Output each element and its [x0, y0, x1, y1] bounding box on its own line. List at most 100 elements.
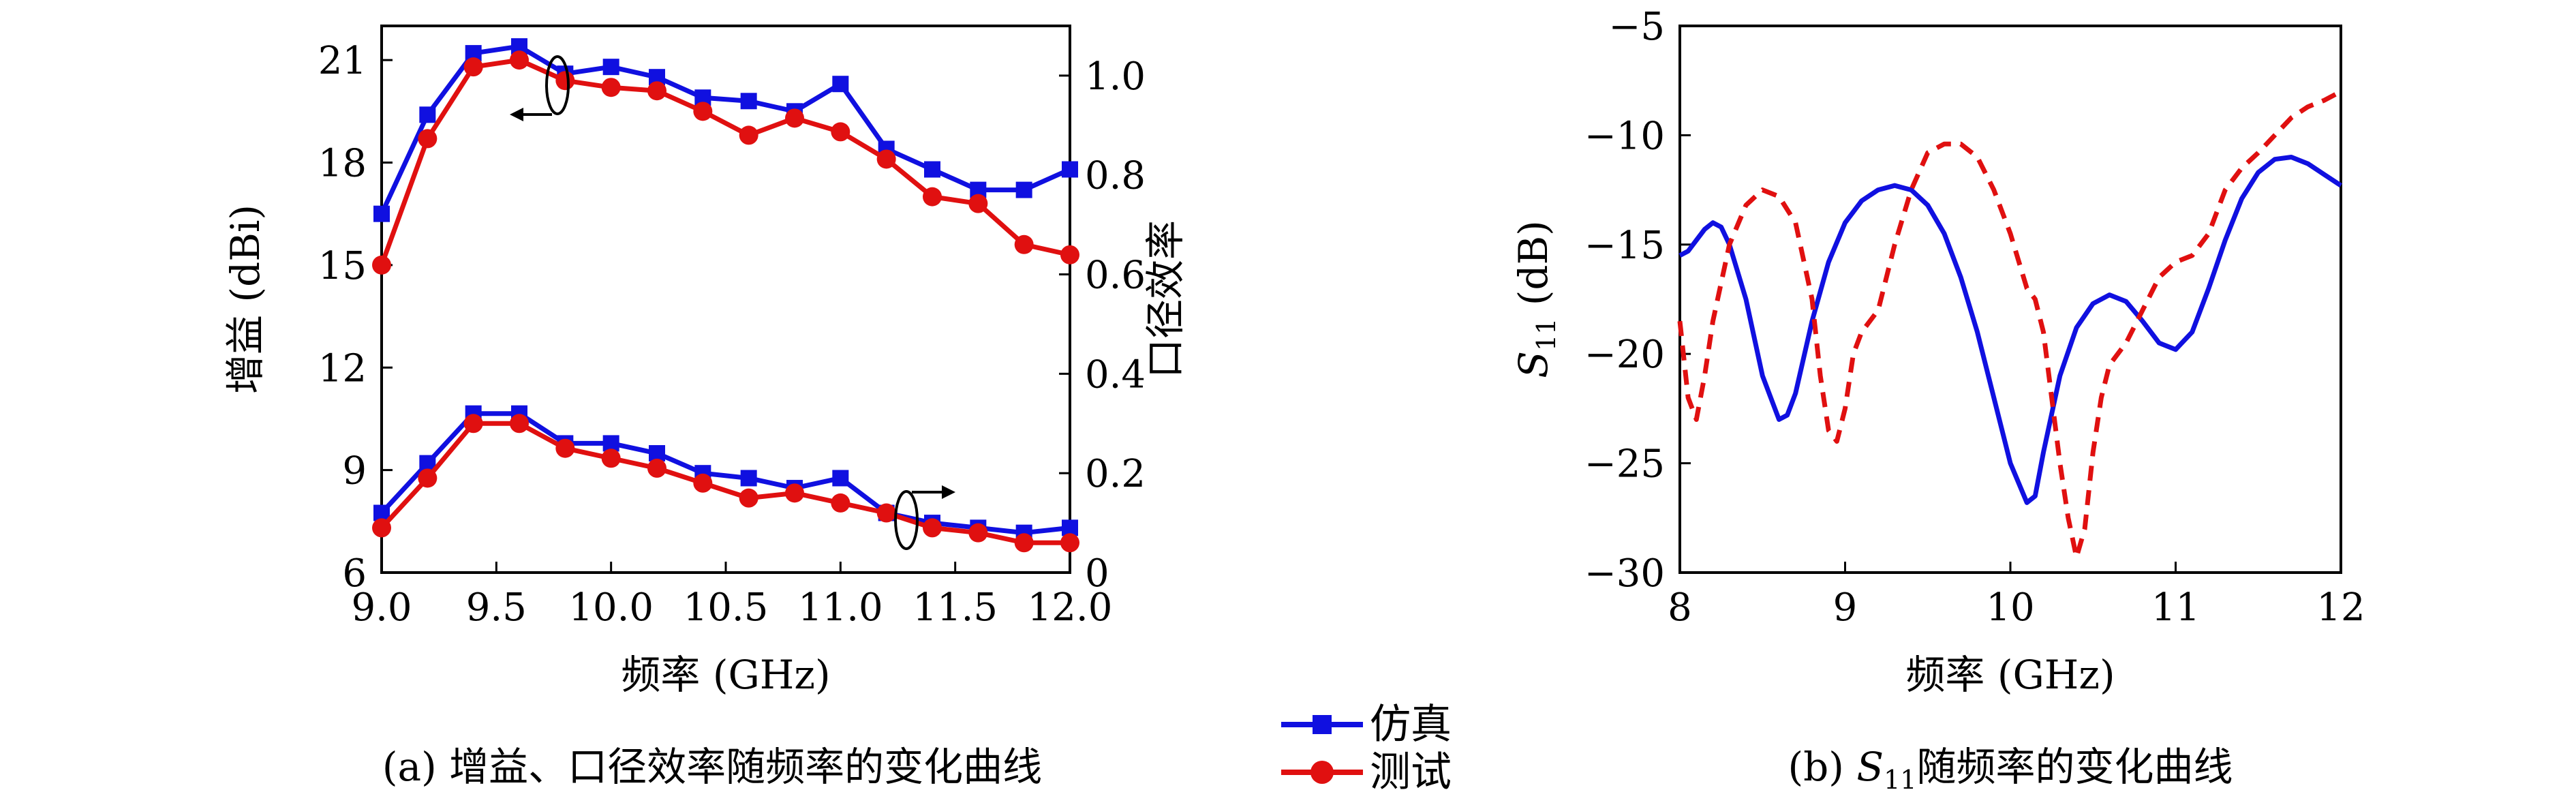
panel-a-y2-tick-label: 0.2 — [1085, 452, 1146, 496]
panel-b-plot-frame — [1678, 25, 2342, 574]
panel-a-series-line-3 — [380, 421, 1070, 545]
legend-item-measured: 测试 — [1281, 748, 1452, 796]
panel-b-series-line-0 — [1678, 154, 2342, 505]
panel-b-y-tick-label: −25 — [1584, 442, 1665, 487]
panel-a-point — [602, 59, 619, 76]
panel-a-point — [924, 161, 940, 178]
panel-a-point — [418, 468, 438, 488]
panel-b-caption: (b) S11随频率的变化曲线 — [1788, 744, 2233, 795]
panel-a-point — [463, 57, 483, 77]
panel-a-point — [876, 149, 896, 169]
panel-a-series-line-2 — [380, 411, 1071, 536]
panel-b-xlabel: 频率 (GHz) — [1905, 652, 2115, 698]
panel-a-y-tick-label: 18 — [318, 142, 367, 186]
panel-b-series — [1677, 89, 2342, 560]
panel-a-point — [510, 414, 529, 434]
panel-b-y-tick-label: −15 — [1584, 224, 1665, 268]
panel-a-point — [373, 205, 390, 222]
legend: 仿真 测试 — [1281, 701, 1452, 796]
panel-a-point — [785, 108, 804, 128]
panel-a-y2label: 口径效率 — [1142, 220, 1189, 378]
panel-a-point — [693, 102, 713, 121]
panel-a-point — [876, 503, 896, 523]
panel-a-series — [372, 38, 1079, 553]
panel-a-y-tick-label: 12 — [318, 346, 367, 391]
panel-a-y2-tick-label: 0.4 — [1085, 352, 1146, 397]
panel-b-x-tick-label: 11 — [2151, 586, 2200, 630]
panel-a-point — [923, 518, 942, 538]
panel-b-series-line-1 — [1677, 89, 2342, 560]
panel-b-chart: 8 9 10 11 12 −5 −10 −15 −20 −25 −30 S11 (dB) 频率 (G… — [1510, 5, 2365, 795]
panel-a-point — [1015, 181, 1032, 198]
panel-a-point — [511, 38, 527, 55]
panel-b-x-tick-label: 9 — [1833, 586, 1858, 630]
panel-a-point — [1062, 161, 1078, 178]
panel-a-point — [555, 71, 575, 91]
panel-a-xlabel: 频率 (GHz) — [621, 652, 830, 698]
left-axis-indicator — [510, 55, 570, 121]
panel-a-point — [740, 470, 757, 487]
panel-a-point — [968, 194, 988, 213]
panel-a-point — [923, 187, 942, 207]
panel-a-point — [647, 458, 666, 478]
panel-a-series-line-0 — [379, 44, 1071, 215]
panel-b-x-tick-label: 8 — [1668, 586, 1692, 630]
panel-a-point — [693, 473, 713, 493]
panel-a-ylabel: 增益 (dBi) — [222, 204, 269, 394]
panel-a-y-tick-label: 15 — [318, 244, 367, 288]
panel-b-x-tick-label: 12 — [2316, 586, 2365, 630]
panel-a-point — [510, 50, 529, 70]
legend-label-simulation: 仿真 — [1370, 701, 1452, 748]
panel-b-y-tick-label: −5 — [1608, 5, 1665, 49]
panel-a-point — [740, 93, 757, 110]
panel-a-point — [831, 122, 850, 142]
panel-a-x-tick-label: 9.0 — [351, 586, 412, 630]
panel-b-ylabel: S11 (dB) — [1510, 220, 1561, 378]
panel-a-point — [1060, 533, 1079, 553]
panel-a-point — [463, 414, 483, 434]
panel-a-x-tick-label: 9.5 — [466, 586, 527, 630]
panel-a-point — [968, 523, 988, 543]
legend-label-measured: 测试 — [1370, 748, 1452, 796]
panel-a-y2-tick-label: 0.6 — [1085, 254, 1146, 298]
panel-a-point — [372, 255, 391, 275]
panel-a-point — [832, 470, 849, 487]
panel-a-point — [785, 483, 804, 503]
panel-a-point — [419, 106, 436, 123]
panel-a-caption: (a) 增益、口径效率随频率的变化曲线 — [382, 744, 1042, 790]
panel-a-point — [601, 78, 621, 97]
panel-a-y-tick-label: 9 — [342, 449, 367, 493]
panel-b-x-tick-label: 10 — [1986, 586, 2034, 630]
panel-a-y2-tick-label: 1.0 — [1085, 55, 1146, 99]
panel-a-point — [372, 518, 391, 538]
panel-a-point — [1014, 533, 1034, 553]
panel-a-point — [694, 89, 711, 106]
panel-a-x-tick-label: 11.5 — [913, 586, 998, 630]
panel-b-y-tick-label: −10 — [1584, 114, 1665, 158]
panel-b-y-tick-label: −30 — [1584, 551, 1665, 596]
panel-b-y-tick-label: −20 — [1584, 333, 1665, 377]
panel-a-point — [601, 449, 621, 468]
panel-a-y2-tick-label: 0 — [1085, 551, 1109, 596]
panel-a-x-tick-label: 10.5 — [684, 586, 769, 630]
panel-a-point — [647, 81, 666, 101]
panel-a-y-tick-label: 21 — [318, 39, 367, 83]
panel-a-x-tick-label: 11.0 — [798, 586, 883, 630]
panel-b-ticks: 8 9 10 11 12 −5 −10 −15 −20 −25 −30 — [1584, 5, 2365, 630]
panel-a-ticks: 9.0 9.5 10.0 10.5 11.0 11.5 12.0 6 9 12 15 18 21 0 0.2… — [318, 39, 1146, 630]
panel-a-point — [831, 493, 850, 513]
panel-a-x-tick-label: 10.0 — [568, 586, 654, 630]
panel-a-point — [1014, 234, 1034, 254]
panel-a-point — [832, 76, 849, 93]
panel-a-point — [739, 488, 758, 508]
panel-a-series-line-1 — [379, 57, 1071, 267]
panel-a-y-tick-label: 6 — [342, 551, 367, 596]
panel-a-x-tick-label: 12.0 — [1028, 586, 1113, 630]
panel-a-y2-tick-label: 0.8 — [1085, 154, 1146, 198]
panel-a-point — [555, 438, 575, 458]
panel-a-point — [739, 125, 758, 145]
right-axis-indicator — [894, 485, 955, 550]
panel-a-chart: 9.0 9.5 10.0 10.5 11.0 11.5 12.0 6 9 12 15 18 21 0 0.2… — [222, 25, 1189, 790]
legend-item-simulation: 仿真 — [1281, 701, 1452, 748]
